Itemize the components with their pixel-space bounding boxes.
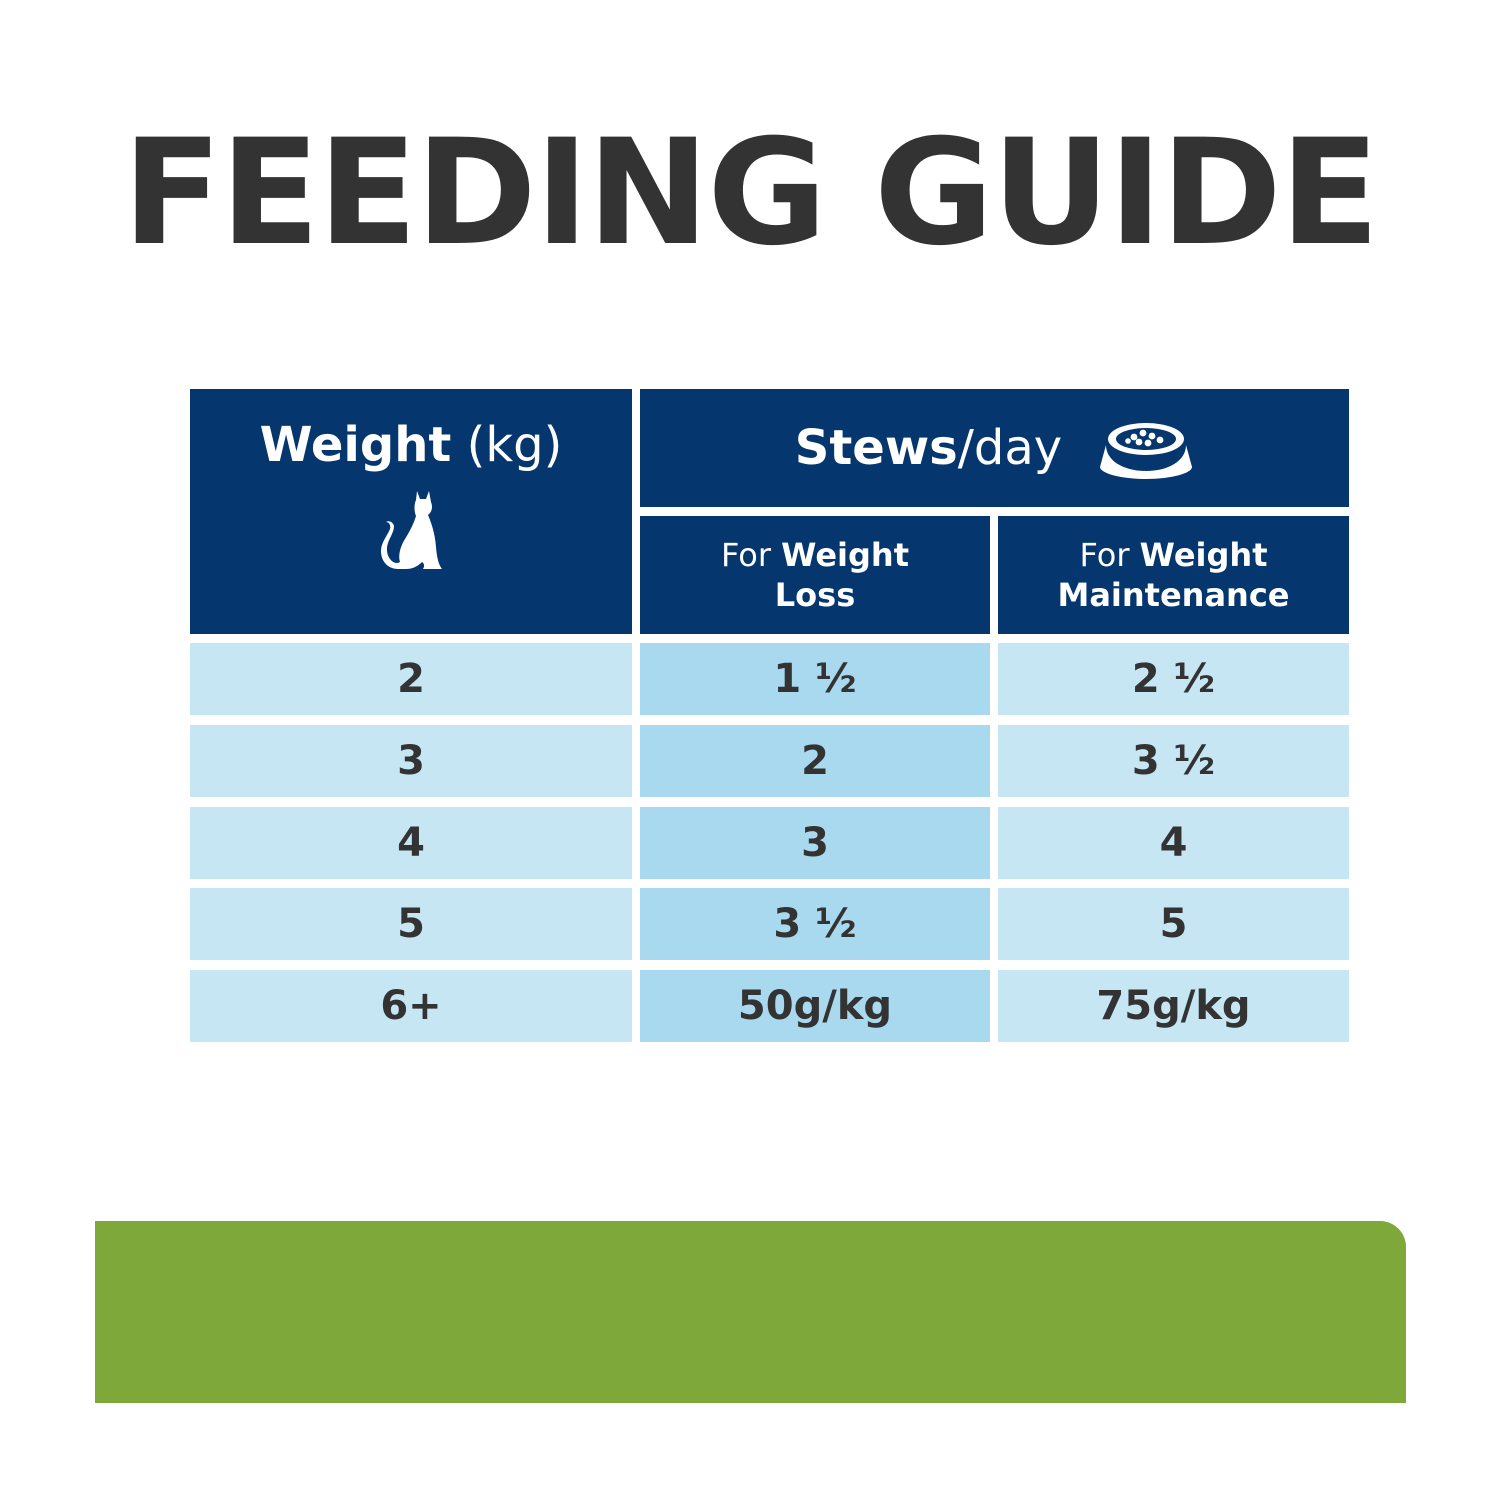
table-cell-weight-loss: 1 ½ [640,643,990,715]
footer-green-banner [95,1221,1406,1403]
stews-header-unit: /day [957,420,1063,476]
stews-header-bold: Stews [794,420,958,476]
bowl-icon [1100,423,1193,479]
table-cell-weight-loss: 50g/kg [640,970,990,1042]
table-cell-weight-maintenance: 3 ½ [998,725,1349,797]
weight-maintenance-header-line2: Maintenance [1057,576,1290,614]
weight-maintenance-header-bold1: Weight [1139,536,1268,574]
table-cell-weight-maintenance: 4 [998,807,1349,879]
table-cell-weight-maintenance: 2 ½ [998,643,1349,715]
weight-loss-header-line2: Loss [774,576,856,614]
weight-loss-header: For Weight Loss [640,516,990,634]
page-title: FEEDING GUIDE [122,108,1379,278]
table-cell-weight-maintenance: 75g/kg [998,970,1349,1042]
table-cell-weight-loss: 2 [640,725,990,797]
cat-icon [381,490,442,569]
weight-header-bold: Weight [259,417,452,473]
weight-header-label: Weight (kg) [260,417,563,475]
table-cell-weight: 4 [190,807,632,879]
table-cell-weight: 2 [190,643,632,715]
weight-maintenance-header-prefix: For [1079,536,1140,574]
stews-header-label: Stews/day [795,420,1062,476]
table-cell-weight: 3 [190,725,632,797]
stews-per-day-header: Stews/day [640,389,1349,507]
weight-maintenance-header-line1: For Weight [1080,535,1268,575]
table-cell-weight: 6+ [190,970,632,1042]
weight-maintenance-header: For Weight Maintenance [998,516,1349,634]
table-cell-weight-loss: 3 [640,807,990,879]
table-cell-weight-maintenance: 5 [998,888,1349,960]
weight-header-unit: (kg) [451,417,563,473]
table-cell-weight: 5 [190,888,632,960]
table-cell-weight-loss: 3 ½ [640,888,990,960]
weight-loss-header-bold1: Weight [781,536,909,574]
weight-loss-header-line1: For Weight [721,535,909,575]
weight-column-header: Weight (kg) [190,389,632,634]
weight-loss-header-prefix: For [721,536,782,574]
